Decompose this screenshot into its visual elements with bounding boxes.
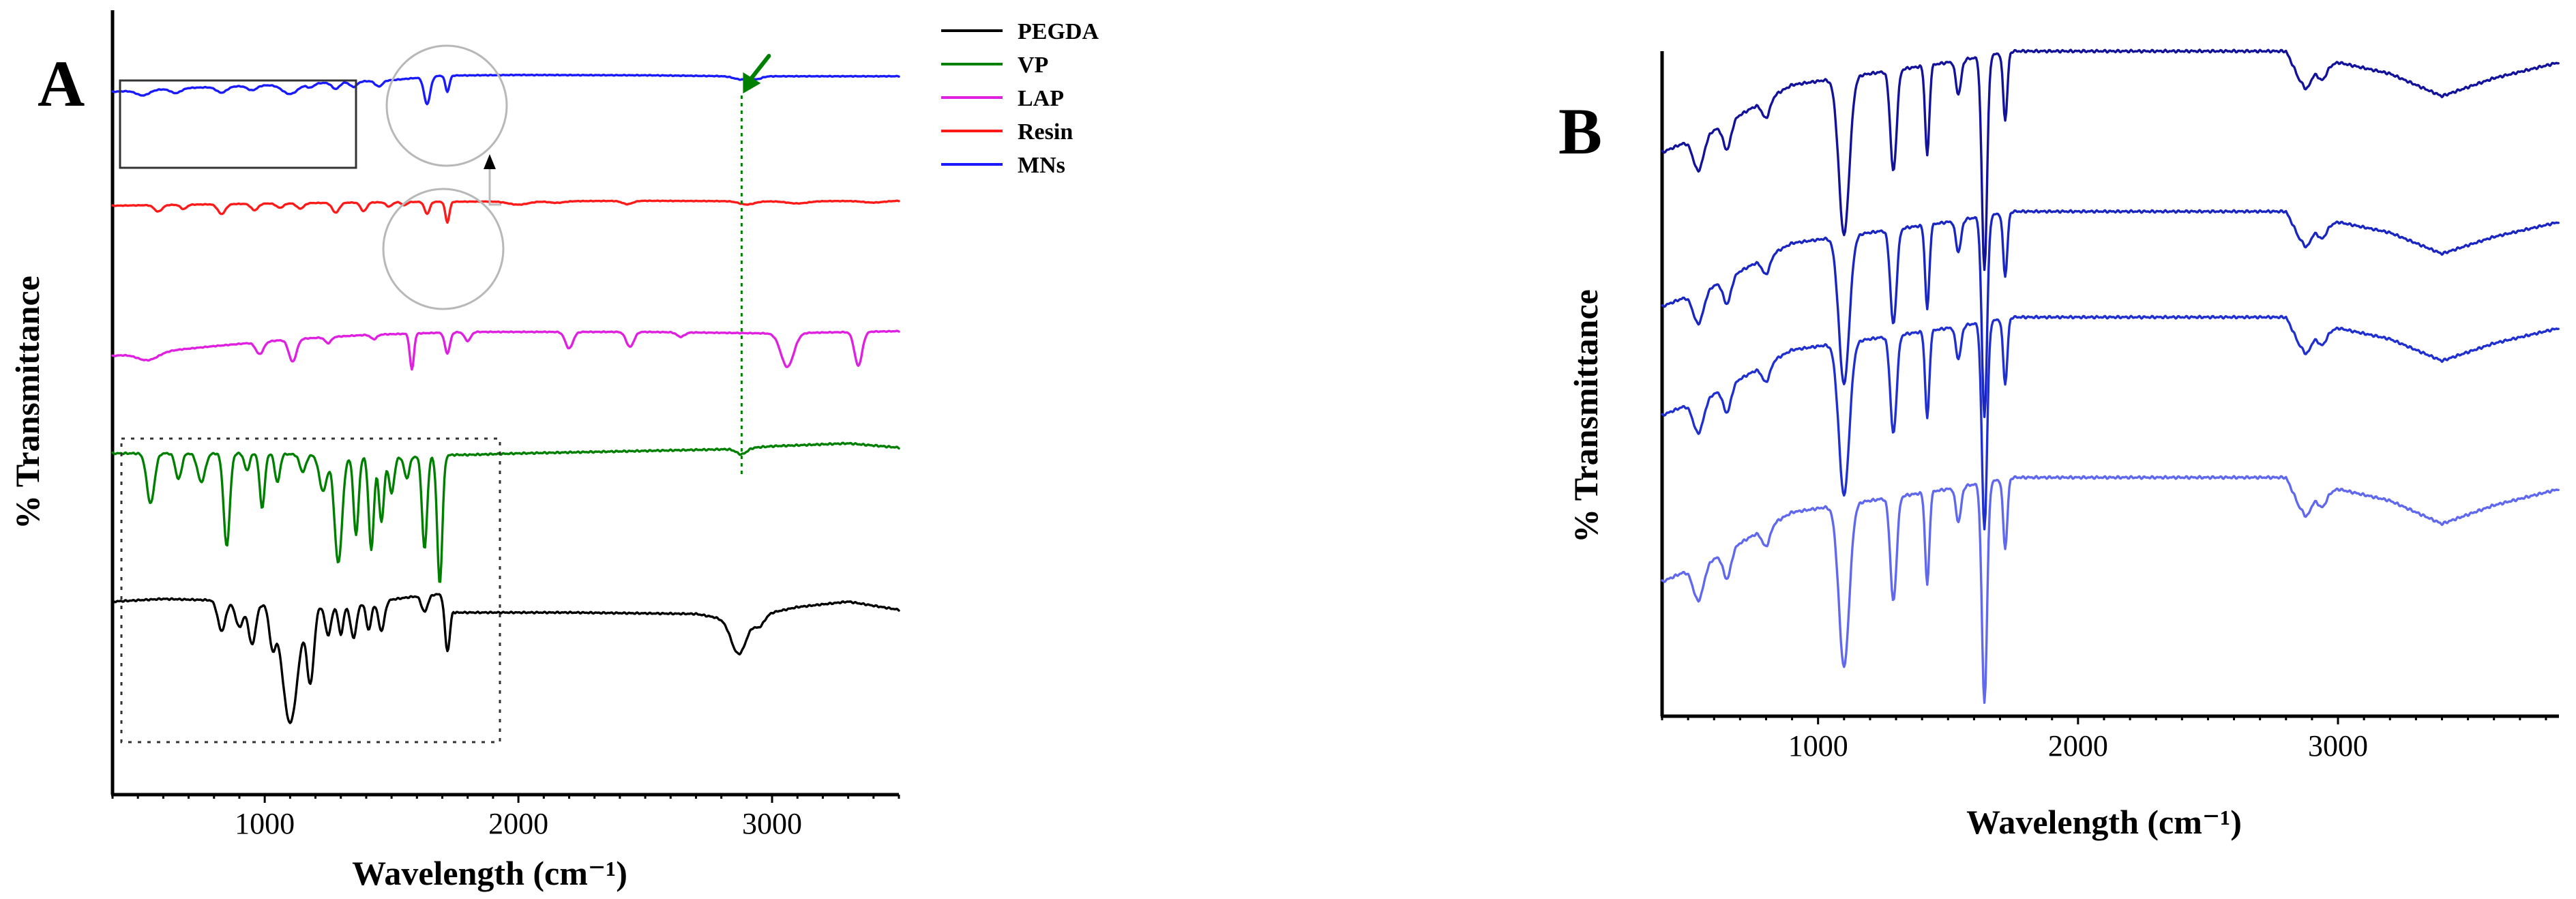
spectrum-trace-1 — [1661, 48, 2560, 271]
spectrum-resin — [111, 199, 900, 224]
panel-a-letter: A — [38, 47, 85, 120]
panel-a-x-ticks: 1000 2000 3000 — [111, 795, 900, 840]
panel-a-x-tick-label: 2000 — [488, 807, 548, 840]
panel-b: B 1000 2000 3000 Wavelength (cm⁻¹) % Trans… — [1558, 48, 2560, 841]
spectrum-vp — [111, 441, 900, 583]
spectrum-lap — [111, 329, 900, 371]
legend-label-pegda: PEGDA — [1018, 19, 1099, 44]
panel-b-x-tick-label: 1000 — [1788, 729, 1848, 763]
panel-b-series — [1661, 48, 2560, 704]
annotation-box-mns — [119, 79, 357, 169]
spectrum-trace-2 — [1661, 209, 2560, 418]
legend: PEGDA VP LAP Resin MNs — [941, 19, 1099, 178]
annotation-box-dotted — [120, 437, 501, 743]
legend-label-resin: Resin — [1018, 119, 1073, 145]
panel-b-y-title: % Transmittance — [1567, 289, 1605, 543]
annotation-circle-mns — [385, 44, 508, 167]
arrow-up-icon — [484, 154, 496, 169]
panel-a-series — [111, 73, 900, 724]
spectrum-trace-3 — [1661, 314, 2560, 531]
legend-label-mns: MNs — [1018, 153, 1065, 178]
panel-a-x-title: Wavelength (cm⁻¹) — [352, 854, 627, 892]
spectrum-pegda — [111, 593, 900, 724]
panel-b-x-tick-label: 3000 — [2308, 729, 2368, 763]
panel-b-letter: B — [1558, 95, 1602, 168]
spectrum-mns — [111, 73, 900, 106]
legend-label-vp: VP — [1018, 53, 1048, 78]
spectrum-trace-4 — [1661, 475, 2560, 704]
panel-b-x-tick-label: 2000 — [2048, 729, 2108, 763]
panel-a-x-tick-label: 1000 — [235, 807, 295, 840]
panel-b-x-ticks: 1000 2000 3000 — [1661, 716, 2547, 763]
panel-a: A 1000 2000 3000 Wavelength (cm⁻¹) % Trans… — [8, 10, 1099, 892]
connector-line — [488, 162, 501, 206]
panel-b-x-title: Wavelength (cm⁻¹) — [1966, 803, 2242, 841]
annotation-circle-resin — [382, 188, 505, 310]
panel-a-x-tick-label: 3000 — [742, 807, 802, 840]
legend-label-lap: LAP — [1018, 86, 1064, 111]
panel-a-y-title: % Transmittance — [8, 276, 46, 529]
green-arrow-icon — [743, 54, 771, 93]
